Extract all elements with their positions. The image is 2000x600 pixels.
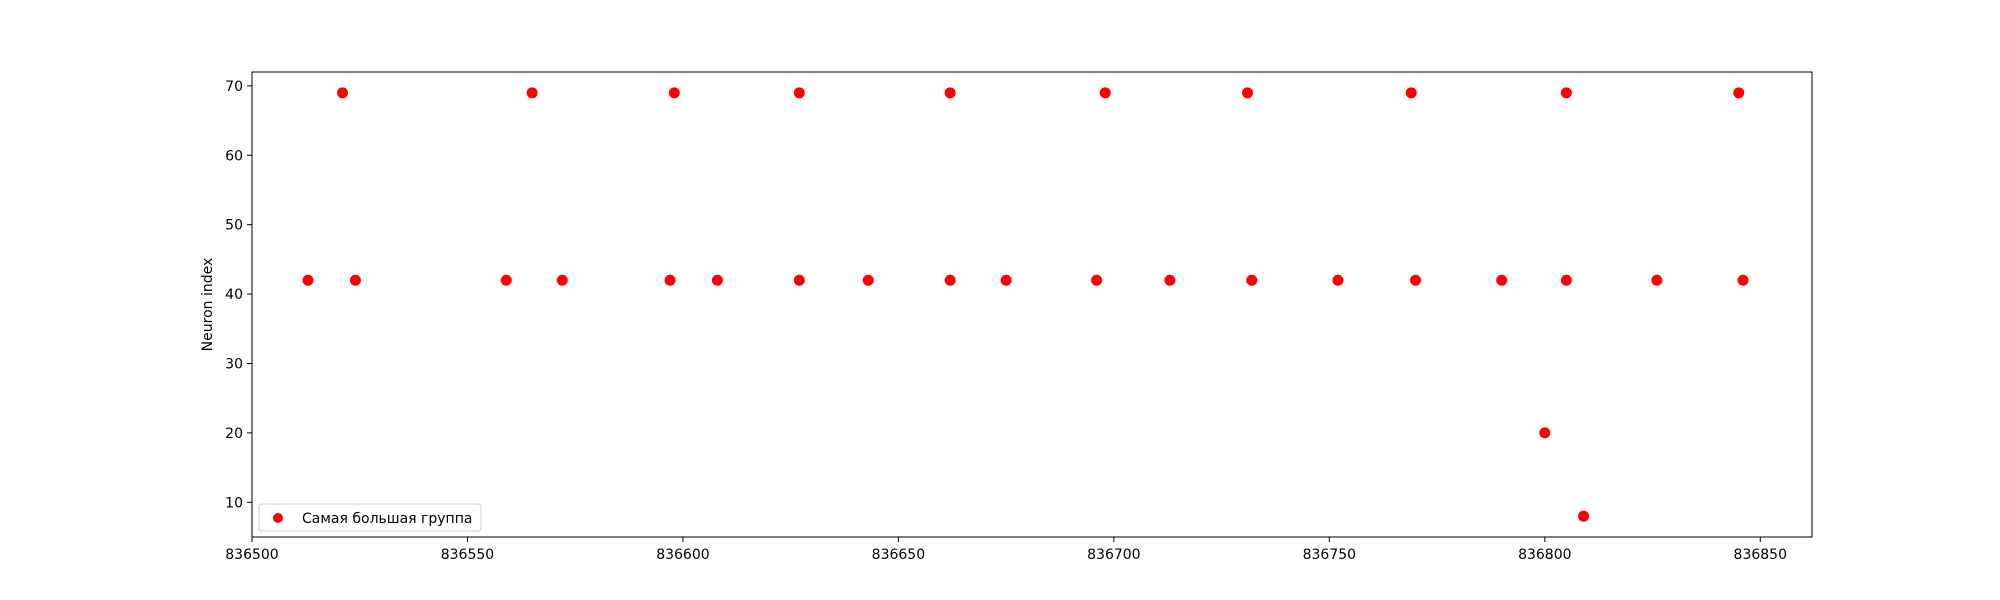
data-point <box>1241 87 1253 99</box>
x-tick-label: 836700 <box>1087 547 1140 563</box>
data-point <box>526 87 538 99</box>
data-point <box>944 274 956 286</box>
data-point <box>1332 274 1344 286</box>
data-point <box>1560 274 1572 286</box>
data-point <box>1560 87 1572 99</box>
data-point <box>793 274 805 286</box>
x-tick-label: 836500 <box>225 547 278 563</box>
x-tick-label: 836550 <box>441 547 494 563</box>
data-point <box>862 274 874 286</box>
data-point <box>1091 274 1103 286</box>
y-tick-label: 10 <box>225 495 243 511</box>
y-axis: 10 20 30 40 50 60 70 <box>225 79 252 511</box>
x-tick-label: 836650 <box>872 547 925 563</box>
x-axis: 836500 836550 836600 836650 836700 836750 8368… <box>225 537 1787 563</box>
y-tick-label: 30 <box>225 356 243 372</box>
data-point <box>1733 87 1745 99</box>
data-point <box>556 274 568 286</box>
data-point <box>1246 274 1258 286</box>
data-point <box>1651 274 1663 286</box>
data-point <box>1496 274 1508 286</box>
data-point <box>1164 274 1176 286</box>
data-point <box>1000 274 1012 286</box>
legend-marker <box>273 513 283 523</box>
y-tick-label: 40 <box>225 287 243 303</box>
y-axis-label: Neuron index <box>200 258 216 352</box>
y-tick-label: 20 <box>225 426 243 442</box>
legend-box <box>258 503 482 532</box>
data-point <box>1405 87 1417 99</box>
y-tick-label: 60 <box>225 148 243 164</box>
y-tick-label: 50 <box>225 218 243 234</box>
data-point <box>500 274 512 286</box>
axes-frame <box>251 71 1813 538</box>
y-tick-label: 70 <box>225 79 243 95</box>
x-tick-label: 836800 <box>1518 547 1571 563</box>
data-point <box>944 87 956 99</box>
data-point <box>711 274 723 286</box>
data-point <box>302 274 314 286</box>
data-point <box>1539 427 1551 439</box>
legend: Самая большая группа <box>258 503 482 532</box>
data-point <box>1099 87 1111 99</box>
data-point <box>664 274 676 286</box>
data-point <box>1737 274 1749 286</box>
x-tick-label: 836750 <box>1303 547 1356 563</box>
x-tick-label: 836600 <box>656 547 709 563</box>
data-point <box>1410 274 1422 286</box>
plot-area <box>251 71 1813 538</box>
data-point <box>1578 510 1590 522</box>
data-point <box>793 87 805 99</box>
data-point <box>349 274 361 286</box>
data-point <box>336 87 348 99</box>
legend-label: Самая большая группа <box>302 511 472 527</box>
x-tick-label: 836850 <box>1734 547 1787 563</box>
data-point <box>668 87 680 99</box>
